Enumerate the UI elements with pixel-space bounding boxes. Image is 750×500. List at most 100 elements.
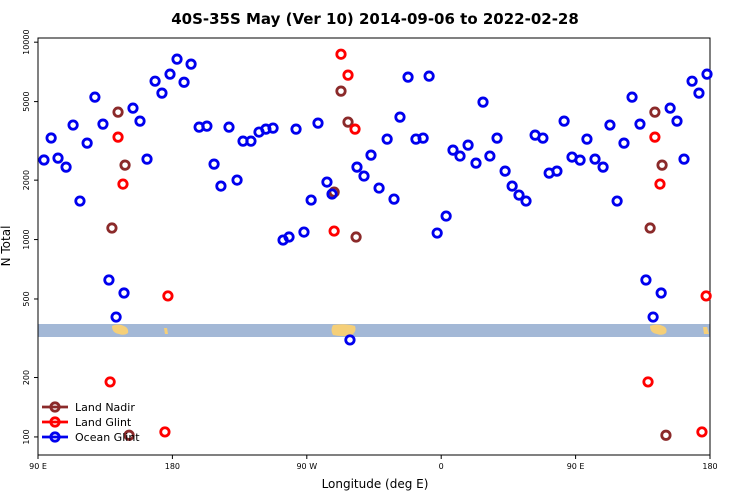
- point: [201, 120, 213, 132]
- point: [499, 165, 511, 177]
- y-tick-label: 2000: [22, 170, 31, 190]
- point: [640, 274, 652, 286]
- y-tick-label: 1000: [22, 229, 31, 249]
- point: [298, 226, 310, 238]
- legend-marker: [49, 416, 61, 428]
- point: [649, 131, 661, 143]
- point: [597, 161, 609, 173]
- point: [654, 178, 666, 190]
- point: [373, 182, 385, 194]
- point: [417, 132, 429, 144]
- point: [686, 75, 698, 87]
- y-tick-label: 5000: [22, 91, 31, 111]
- x-tick-label: 180: [702, 462, 717, 471]
- point: [110, 311, 122, 323]
- point: [350, 231, 362, 243]
- point: [335, 48, 347, 60]
- point: [642, 376, 654, 388]
- point: [655, 287, 667, 299]
- point: [477, 96, 489, 108]
- point: [118, 287, 130, 299]
- point: [164, 68, 176, 80]
- x-tick-label: 90 E: [29, 462, 47, 471]
- point: [38, 154, 50, 166]
- point: [123, 429, 135, 441]
- legend-label: Ocean Glint: [75, 431, 140, 444]
- point: [574, 154, 586, 166]
- point: [141, 153, 153, 165]
- point: [506, 180, 518, 192]
- legend-marker: [49, 401, 61, 413]
- point: [81, 137, 93, 149]
- point: [558, 115, 570, 127]
- point: [267, 122, 279, 134]
- legend-label: Land Nadir: [75, 401, 135, 414]
- point: [394, 111, 406, 123]
- point: [351, 161, 363, 173]
- point: [156, 87, 168, 99]
- point: [388, 193, 400, 205]
- point: [328, 225, 340, 237]
- point: [208, 158, 220, 170]
- point: [520, 195, 532, 207]
- point: [185, 58, 197, 70]
- point: [626, 91, 638, 103]
- point: [60, 161, 72, 173]
- point: [52, 152, 64, 164]
- point: [290, 123, 302, 135]
- point: [402, 71, 414, 83]
- point: [423, 70, 435, 82]
- point: [447, 144, 459, 156]
- point: [342, 69, 354, 81]
- point: [305, 194, 317, 206]
- y-axis-label: N Total: [0, 226, 13, 267]
- point: [381, 133, 393, 145]
- point: [104, 376, 116, 388]
- point: [97, 118, 109, 130]
- point: [74, 195, 86, 207]
- point: [344, 334, 356, 346]
- y-tick-label: 100: [22, 429, 31, 444]
- point: [644, 222, 656, 234]
- point: [231, 174, 243, 186]
- point: [440, 210, 452, 222]
- point: [162, 290, 174, 302]
- point: [178, 76, 190, 88]
- point: [112, 131, 124, 143]
- point: [103, 274, 115, 286]
- point: [127, 102, 139, 114]
- point: [491, 132, 503, 144]
- point: [134, 115, 146, 127]
- point: [700, 290, 712, 302]
- point: [470, 157, 482, 169]
- point: [660, 429, 672, 441]
- legend-label: Land Glint: [75, 416, 132, 429]
- x-axis-label: Longitude (deg E): [322, 477, 429, 491]
- point: [215, 180, 227, 192]
- map-strip: [38, 324, 710, 337]
- x-tick-label: 0: [439, 462, 444, 471]
- point: [656, 159, 668, 171]
- point: [431, 227, 443, 239]
- point: [45, 132, 57, 144]
- point: [701, 68, 713, 80]
- plot-frame: [37, 37, 711, 456]
- point: [335, 85, 347, 97]
- point: [365, 149, 377, 161]
- point: [454, 150, 466, 162]
- point: [649, 106, 661, 118]
- point: [604, 119, 616, 131]
- point: [358, 170, 370, 182]
- point: [171, 53, 183, 65]
- y-tick-label: 10000: [22, 29, 31, 54]
- point: [551, 165, 563, 177]
- point: [89, 91, 101, 103]
- point: [581, 133, 593, 145]
- point: [671, 115, 683, 127]
- point: [117, 178, 129, 190]
- point: [349, 123, 361, 135]
- point: [611, 195, 623, 207]
- point: [513, 189, 525, 201]
- point: [159, 426, 171, 438]
